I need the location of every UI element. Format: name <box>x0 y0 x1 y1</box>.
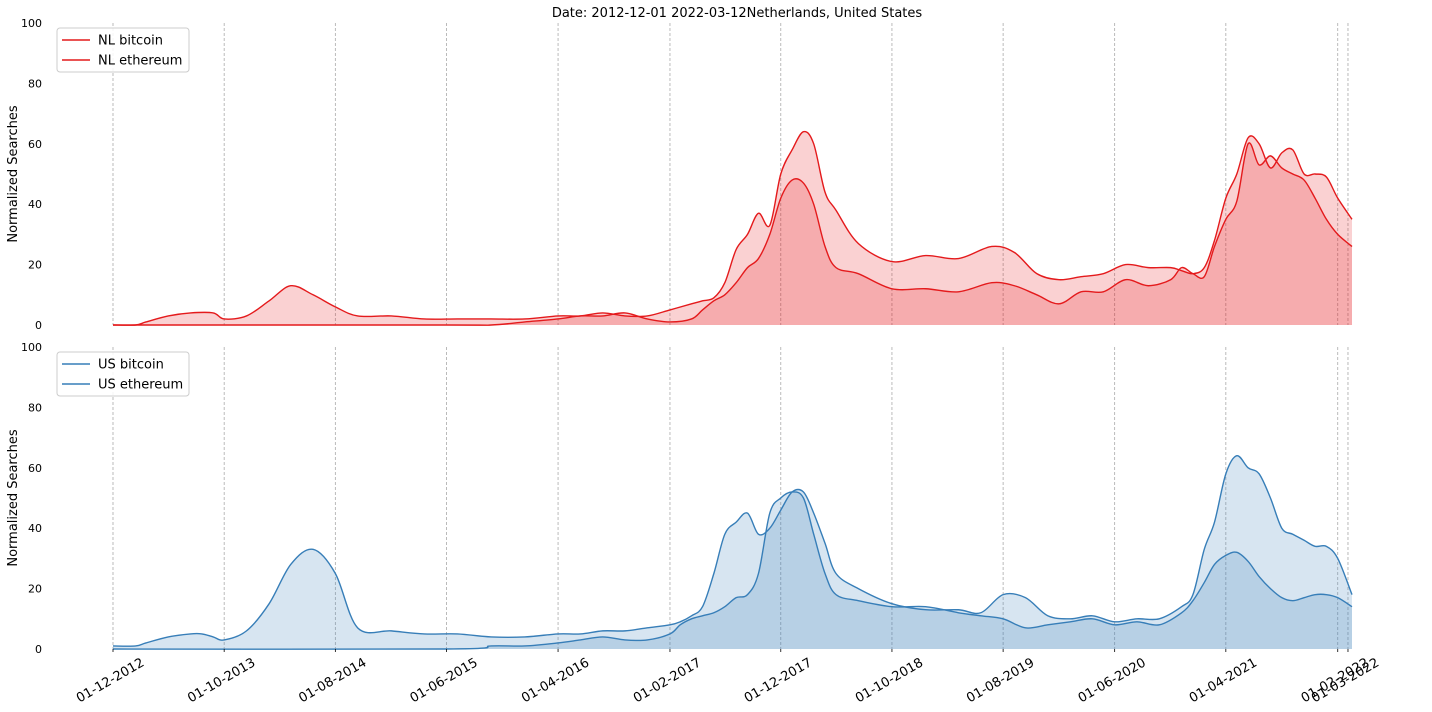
y-tick-label: 40 <box>28 522 42 535</box>
us-ethereum-line <box>112 491 1353 650</box>
legend-label: US ethereum <box>98 378 183 393</box>
nl-ethereum-area <box>113 142 1352 326</box>
y-tick-label: 0 <box>35 643 42 656</box>
panel-netherlands: 0 20 40 60 80 100 Normalized Searches NL bitcoi… <box>6 17 1353 332</box>
legend-frame <box>56 351 190 397</box>
x-tick-label: 01-02-2017 <box>631 655 704 706</box>
y-tick-label: 100 <box>21 341 42 354</box>
y-tick-label: 100 <box>21 17 42 30</box>
y-tick-label: 80 <box>28 401 42 414</box>
x-tick-label: 01-06-2015 <box>408 655 481 706</box>
panels-group: 0 20 40 60 80 100 Normalized Searches NL bitcoi… <box>6 17 1353 656</box>
us-bitcoin-area <box>113 455 1352 649</box>
nl-ethereum-line <box>112 142 1353 326</box>
us-bitcoin-line <box>112 455 1353 647</box>
chart-title: Date: 2012-12-01 2022-03-12Netherlands, … <box>552 6 923 21</box>
y-tick-label: 40 <box>28 198 42 211</box>
y-tick-label: 20 <box>28 583 42 596</box>
panel-united-states: 0 20 40 60 80 100 Normalized Searches US bitcoi… <box>6 341 1353 656</box>
y-tick-label: 60 <box>28 462 42 475</box>
legend: US bitcoin US ethereum <box>56 351 190 397</box>
x-tick-label: 01-08-2014 <box>296 655 369 706</box>
y-axis-label: Normalized Searches <box>6 105 21 243</box>
x-tick-label: 01-12-2017 <box>742 655 815 706</box>
y-axis-label: Normalized Searches <box>6 429 21 567</box>
x-tick-label: 01-06-2020 <box>1076 655 1149 706</box>
legend-frame <box>56 27 190 73</box>
x-tick-label: 01-12-2012 <box>74 655 147 706</box>
x-tick-label: 01-10-2013 <box>185 655 258 706</box>
nl-bitcoin-line <box>112 130 1353 326</box>
y-tick-label: 20 <box>28 259 42 272</box>
x-tick-label: 01-04-2016 <box>519 655 592 706</box>
us-ethereum-area <box>113 491 1352 650</box>
legend: NL bitcoin NL ethereum <box>56 27 190 73</box>
y-tick-label: 80 <box>28 77 42 90</box>
x-tick-label: 01-04-2021 <box>1187 655 1260 706</box>
x-tick-labels: 01-12-2012 01-10-2013 01-08-2014 01-06-2015… <box>74 649 1382 706</box>
y-tick-label: 60 <box>28 138 42 151</box>
legend-label: NL bitcoin <box>98 34 163 49</box>
y-tick-label: 0 <box>35 319 42 332</box>
legend-label: US bitcoin <box>98 358 164 373</box>
x-tick-label: 01-08-2019 <box>964 655 1037 706</box>
legend-label: NL ethereum <box>98 54 182 69</box>
x-tick-label: 01-10-2018 <box>853 655 926 706</box>
